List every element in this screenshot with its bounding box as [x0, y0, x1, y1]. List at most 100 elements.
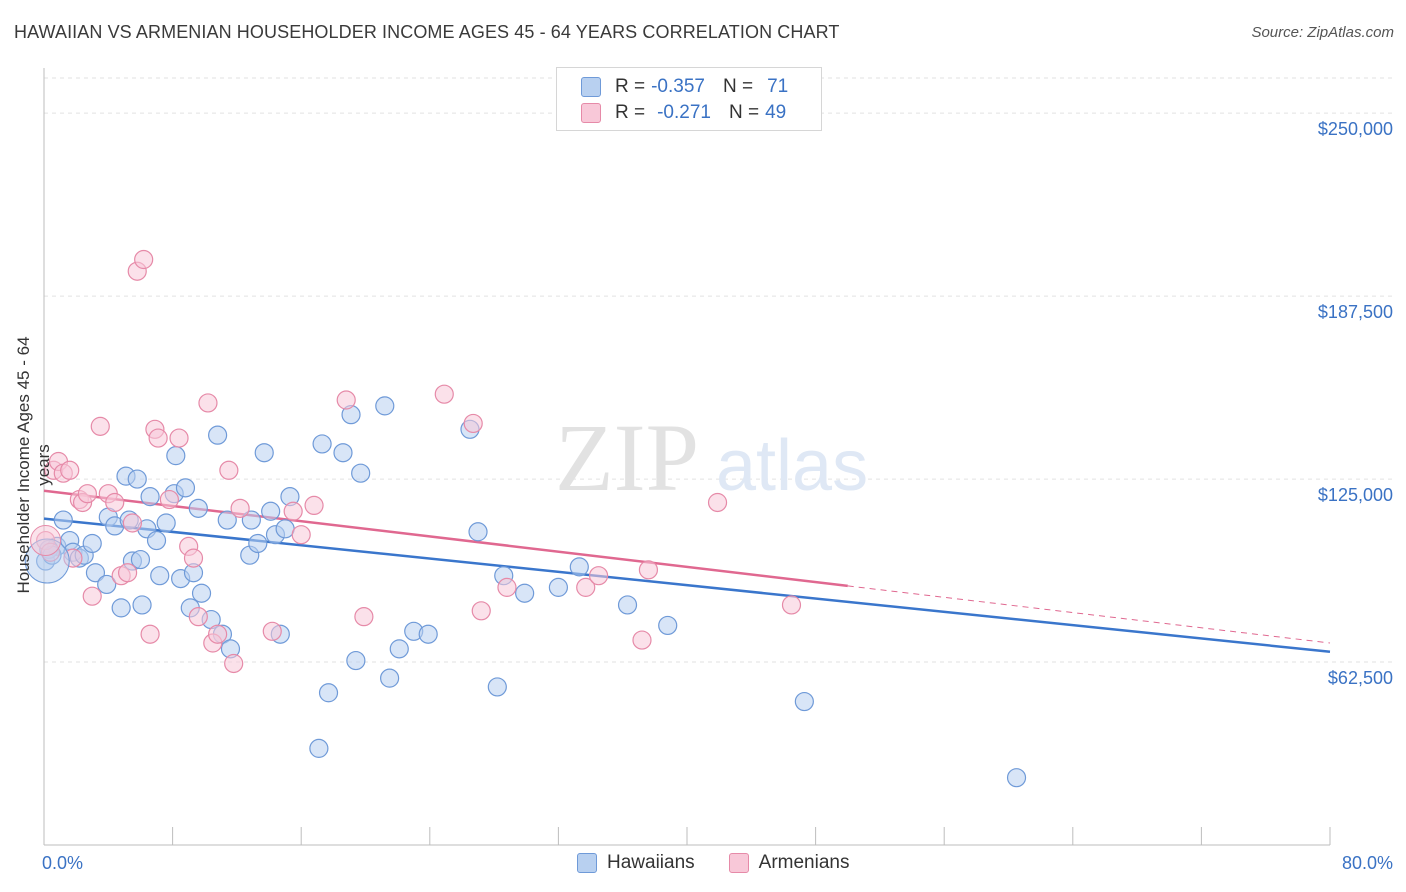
armenians-point: [638, 560, 659, 580]
hawaiians-point: [175, 478, 196, 498]
armenians-point: [781, 595, 802, 615]
armenians-point: [183, 548, 204, 568]
n-label: N =: [728, 102, 760, 123]
hawaiians-point: [248, 533, 268, 554]
hawaiians-swatch: [577, 853, 597, 873]
y-tick-label: $125,000: [1318, 485, 1393, 505]
armenians-point: [82, 586, 102, 606]
hawaiians-point: [468, 522, 488, 542]
hawaiians-point: [97, 574, 117, 595]
legend-label: Armenians: [758, 852, 850, 873]
hawaiians-point: [130, 549, 151, 570]
hawaiians-point: [146, 530, 167, 551]
armenians-swatch: [581, 103, 601, 123]
legend-item-hawaiians: Hawaiians: [577, 852, 695, 874]
armenians-point: [134, 249, 154, 270]
hawaiians-point: [254, 443, 274, 463]
armenians-point: [169, 428, 189, 448]
armenians-point: [576, 577, 596, 597]
hawaiians-point: [82, 533, 102, 554]
hawaiians-point: [111, 598, 131, 618]
r-label: R =: [615, 76, 646, 97]
hawaiians-point: [191, 583, 212, 603]
hawaiians-trend-line: [43, 517, 1331, 654]
legend-label: Hawaiians: [607, 852, 695, 873]
n-value: 71: [767, 76, 789, 97]
armenians-point: [224, 653, 244, 674]
hawaiians-point: [617, 595, 638, 615]
watermark-zip: ZIP: [555, 404, 699, 511]
n-value: 49: [765, 102, 787, 123]
armenians-point: [117, 563, 138, 583]
watermark: ZIP atlas: [555, 404, 868, 511]
data-points: [24, 249, 1027, 788]
watermark-atlas: atlas: [716, 426, 868, 506]
armenians-point: [140, 624, 160, 644]
chart-title: HAWAIIAN VS ARMENIAN HOUSEHOLDER INCOME …: [14, 22, 840, 42]
hawaiians-point: [217, 510, 237, 530]
hawaiians-point: [85, 563, 106, 583]
hawaiians-point: [351, 463, 371, 483]
armenians-point: [707, 492, 728, 513]
hawaiians-point: [346, 650, 366, 671]
legend-row-armenians: R = -0.271 N = 49: [581, 101, 786, 125]
correlation-legend: R = -0.357 N = 71 R = -0.271 N = 49: [556, 67, 822, 131]
armenians-point: [588, 566, 609, 586]
hawaiians-point: [127, 469, 147, 489]
hawaiians-point: [275, 519, 295, 539]
hawaiians-point: [375, 396, 395, 416]
hawaiians-point: [140, 487, 160, 507]
hawaiians-point: [548, 577, 569, 597]
y-tick-label: $62,500: [1328, 668, 1393, 688]
armenians-point: [497, 577, 517, 597]
hawaiians-swatch: [581, 77, 601, 97]
hawaiians-point: [318, 683, 339, 703]
x-tick-label: 80.0%: [1342, 853, 1393, 873]
armenians-point: [304, 495, 324, 516]
armenians-point: [159, 489, 179, 510]
armenians-point: [471, 601, 491, 621]
hawaiians-point: [515, 583, 535, 603]
hawaiians-point: [309, 738, 329, 758]
hawaiians-point: [166, 446, 186, 466]
hawaiians-point: [312, 434, 332, 454]
hawaiians-point: [794, 691, 814, 712]
armenians-point: [60, 460, 80, 480]
tick-labels: $62,500 $125,000 $187,500 $250,000 0.0% 80.0%: [42, 119, 1393, 873]
armenians-point: [354, 607, 374, 627]
hawaiians-point: [150, 566, 170, 586]
armenians-point: [77, 484, 98, 504]
hawaiians-point: [380, 668, 400, 688]
hawaiians-point: [658, 615, 678, 636]
armenians-point: [198, 393, 218, 413]
hawaiians-point: [208, 425, 228, 445]
legend-row-hawaiians: R = -0.357 N = 71: [581, 75, 788, 99]
hawaiians-point: [53, 510, 73, 530]
series-legend: Hawaiians Armenians: [577, 852, 883, 874]
armenians-point: [230, 498, 250, 518]
armenians-cluster-point: [30, 525, 62, 557]
x-tick-label: 0.0%: [42, 853, 83, 873]
legend-item-armenians: Armenians: [728, 852, 850, 874]
armenians-point: [291, 525, 311, 545]
source-label: Source: ZipAtlas.com: [1251, 24, 1394, 41]
hawaiians-point: [418, 624, 438, 644]
r-label: R =: [615, 102, 646, 123]
axes: [43, 68, 1331, 846]
r-value: -0.271: [657, 102, 711, 123]
armenians-trend-extension: [847, 585, 1331, 644]
hawaiians-point: [389, 639, 409, 659]
r-value: -0.357: [651, 76, 705, 97]
armenians-point: [188, 607, 208, 627]
hawaiians-point: [132, 595, 152, 615]
hawaiians-point: [241, 510, 261, 530]
armenians-point: [434, 384, 454, 404]
armenians-point: [90, 416, 110, 436]
armenians-point: [105, 492, 125, 513]
y-tick-label: $250,000: [1318, 119, 1393, 139]
hawaiians-point: [569, 557, 589, 577]
hawaiians-point: [487, 677, 507, 697]
hawaiians-point: [333, 443, 353, 463]
armenians-swatch: [728, 853, 749, 873]
